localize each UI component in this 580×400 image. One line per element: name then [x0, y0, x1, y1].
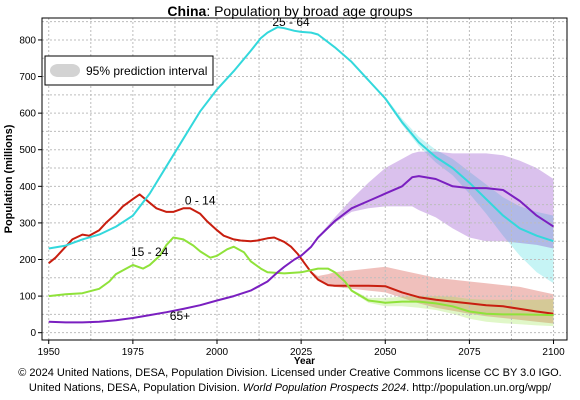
- x-tick-label: 2075: [458, 347, 481, 358]
- y-tick-label: 800: [19, 35, 36, 46]
- legend-label: 95% prediction interval: [86, 64, 207, 78]
- footer-source: United Nations, DESA, Population Divisio…: [0, 382, 580, 394]
- chart-title: China: Population by broad age groups: [0, 3, 580, 19]
- y-tick-label: 300: [19, 218, 36, 229]
- plot-frame: [41, 17, 568, 341]
- footer-source-a: United Nations, DESA, Population Divisio…: [28, 382, 243, 394]
- chart-title-country: China: [167, 3, 207, 19]
- series-label: 65+: [170, 309, 190, 323]
- x-tick-label: 2050: [374, 347, 397, 358]
- legend: 95% prediction interval: [44, 55, 214, 86]
- x-axis-label: Year: [294, 356, 315, 367]
- chart-title-rest: : Population by broad age groups: [206, 3, 413, 19]
- series-label: 0 - 14: [185, 194, 216, 208]
- y-tick-label: 0: [30, 328, 36, 339]
- y-tick-label: 500: [19, 145, 36, 156]
- y-tick-label: 700: [19, 72, 36, 83]
- x-axis-ticks: 1950 1975 2000 2025 2050 2075 2100: [38, 340, 565, 358]
- x-tick-label: 2100: [542, 347, 565, 358]
- series-line-25-64: [48, 26, 554, 250]
- y-tick-label: 400: [19, 182, 36, 193]
- series-lines: [48, 26, 555, 324]
- y-tick-label: 100: [19, 292, 36, 303]
- y-axis-label: Population (millions): [3, 124, 15, 233]
- series-line-65-: [48, 175, 555, 324]
- y-tick-label: 200: [19, 255, 36, 266]
- footer-source-b: . http://population.un.org/wpp/: [406, 382, 552, 394]
- legend-swatch: [50, 64, 80, 77]
- band-25-64: [301, 31, 554, 284]
- prediction-bands: [297, 31, 554, 327]
- series-label: 15 - 24: [131, 245, 169, 259]
- x-tick-label: 2000: [206, 347, 229, 358]
- footer-source-title: World Population Prospects 2024: [242, 382, 407, 394]
- x-tick-label: 2025: [290, 347, 313, 358]
- series-line-0-14: [48, 193, 554, 315]
- x-tick-label: 1975: [122, 347, 145, 358]
- series-line-15-24: [48, 236, 554, 317]
- series-label: 25 - 64: [272, 15, 310, 29]
- footer-license: © 2024 United Nations, DESA, Population …: [18, 367, 562, 379]
- y-tick-label: 600: [19, 109, 36, 120]
- y-axis-ticks: 0 100 200 300 400 500 600 700 800: [19, 35, 42, 339]
- series-labels: 25 - 64 0 - 14 15 - 24 65+: [131, 15, 310, 323]
- x-tick-label: 1950: [38, 347, 61, 358]
- band-15-24: [301, 268, 554, 327]
